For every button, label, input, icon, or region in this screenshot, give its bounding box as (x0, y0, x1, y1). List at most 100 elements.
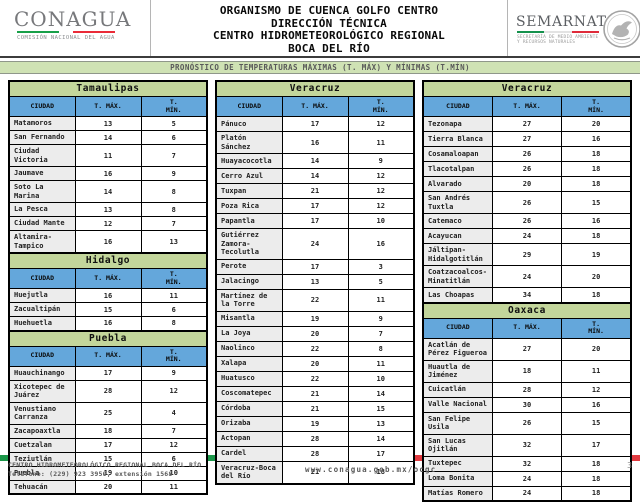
tmax-cell: 27 (492, 132, 561, 147)
tmax-cell: 11 (75, 145, 141, 167)
city-cell: Misantla (216, 311, 282, 326)
city-cell: Altamira-Tampico (9, 231, 75, 254)
tmin-cell: 8 (141, 181, 207, 203)
state-title: Veracruz (216, 81, 414, 97)
tmax-cell: 22 (282, 371, 348, 386)
column-header-tmax: T. MÁX. (492, 97, 561, 117)
tmin-cell: 18 (562, 147, 631, 162)
tmax-cell: 12 (75, 217, 141, 231)
column-header-tmin: T. MÍN. (141, 346, 207, 366)
city-cell: Martínez de la Torre (216, 289, 282, 311)
column-header-tmin: T. MÍN. (562, 318, 631, 338)
tmax-cell: 16 (75, 317, 141, 331)
state-title: Hidalgo (9, 253, 207, 269)
tmax-cell: 17 (282, 259, 348, 274)
tmin-cell: 15 (562, 412, 631, 434)
city-cell: Matamoros (9, 117, 75, 131)
tmin-cell: 9 (141, 366, 207, 380)
semarnat-flag-underline (517, 31, 599, 33)
tmin-cell: 10 (348, 371, 414, 386)
tmin-cell: 18 (562, 456, 631, 471)
city-cell: Acatlán de Pérez Figueroa (423, 338, 492, 360)
column-header-city: CIUDAD (9, 346, 75, 366)
tmin-cell: 19 (562, 244, 631, 266)
city-cell: Cerro Azul (216, 169, 282, 184)
city-cell: Tehuacán (9, 480, 75, 494)
tmax-cell: 24 (282, 229, 348, 260)
tmax-cell: 27 (492, 338, 561, 360)
tmin-cell: 9 (141, 167, 207, 181)
tmax-cell: 14 (282, 154, 348, 169)
tmin-cell: 16 (348, 229, 414, 260)
tmin-cell: 20 (562, 117, 631, 132)
city-cell: La Pesca (9, 203, 75, 217)
city-cell: Córdoba (216, 401, 282, 416)
tmax-cell: 19 (282, 311, 348, 326)
tmax-cell: 28 (282, 446, 348, 461)
city-cell: Matías Romero (423, 486, 492, 501)
tmax-cell: 26 (492, 412, 561, 434)
column-header-tmax: T. MÁX. (75, 269, 141, 289)
tmax-cell: 14 (75, 181, 141, 203)
tmax-cell: 17 (75, 438, 141, 452)
tmin-cell: 9 (348, 154, 414, 169)
tmin-cell: 16 (562, 214, 631, 229)
city-cell: La Joya (216, 326, 282, 341)
city-cell: Cosamaloapan (423, 147, 492, 162)
tmax-cell: 17 (282, 117, 348, 132)
tmax-cell: 28 (282, 431, 348, 446)
tmin-cell: 12 (348, 117, 414, 132)
column-header-tmin: T. MÍN. (348, 97, 414, 117)
footer-contact: CENTRO HIDROMETEOROLÓGICO REGIONAL BOCA … (8, 461, 201, 479)
tmin-cell: 8 (141, 317, 207, 331)
semarnat-wordmark: SEMARNAT (516, 14, 602, 30)
conagua-underline-red (73, 31, 115, 33)
city-cell: Papantla (216, 214, 282, 229)
city-cell: San Felipe Usila (423, 412, 492, 434)
tmax-cell: 18 (75, 424, 141, 438)
org-title-line-4: BOCA DEL RÍO (151, 43, 507, 56)
city-cell: Alvarado (423, 177, 492, 192)
tmin-cell: 14 (348, 386, 414, 401)
conagua-underline (17, 31, 150, 33)
tmin-cell: 7 (141, 424, 207, 438)
tmin-cell: 18 (562, 288, 631, 303)
tmin-cell: 6 (141, 131, 207, 145)
footer-center-name: CENTRO HIDROMETEOROLÓGICO REGIONAL BOCA … (8, 461, 201, 470)
tmax-cell: 26 (492, 147, 561, 162)
column-header-tmax: T. MÁX. (492, 318, 561, 338)
slide-header: CONAGUA COMISIÓN NACIONAL DEL AGUA ORGAN… (0, 0, 640, 58)
tmax-cell: 15 (75, 303, 141, 317)
city-cell: Xicotepec de Juárez (9, 380, 75, 402)
tmin-cell: 13 (141, 231, 207, 254)
footer-url: www.conagua.gob.mx/ocgc (305, 465, 436, 474)
city-cell: Tezonapa (423, 117, 492, 132)
